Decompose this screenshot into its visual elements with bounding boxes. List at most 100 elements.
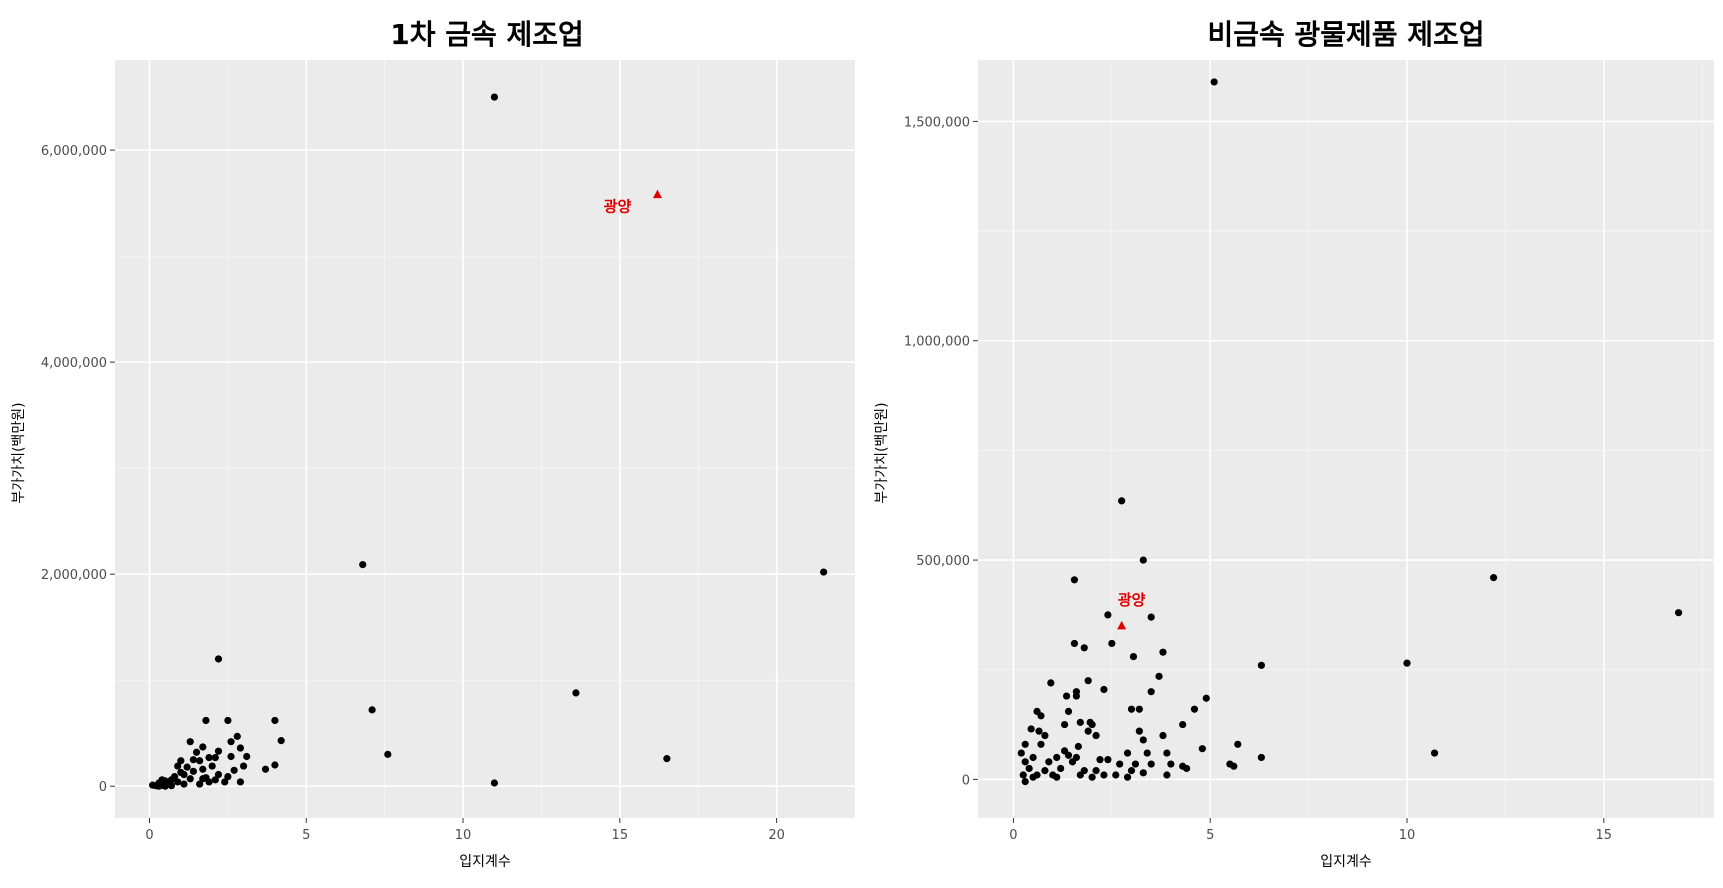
data-point xyxy=(1139,769,1147,777)
data-point xyxy=(174,778,182,786)
data-point xyxy=(189,767,197,775)
highlight-marker xyxy=(652,189,662,199)
data-point xyxy=(211,753,219,762)
data-point xyxy=(1070,639,1079,648)
data-point xyxy=(1100,771,1108,779)
x-tick-label: 0 xyxy=(145,828,153,843)
data-point xyxy=(227,752,235,761)
data-point xyxy=(490,779,499,787)
x-tick-label: 15 xyxy=(1596,828,1613,843)
data-point xyxy=(1674,609,1683,617)
data-point xyxy=(1123,749,1132,757)
data-point xyxy=(1104,611,1112,619)
chart-title: 비금속 광물제품 제조업 xyxy=(1207,18,1484,51)
x-tick-label: 15 xyxy=(612,828,629,843)
data-point xyxy=(1226,760,1234,768)
data-point xyxy=(1143,749,1151,757)
data-point xyxy=(199,775,207,783)
highlight-label: 광양 xyxy=(604,198,632,216)
y-tick-label: 4,000,000 xyxy=(41,356,107,371)
x-axis-label: 입지계수 xyxy=(1320,854,1372,870)
data-point xyxy=(1163,749,1171,757)
data-point xyxy=(186,775,194,783)
data-point xyxy=(1139,556,1147,564)
data-point xyxy=(1147,688,1155,696)
data-points xyxy=(149,93,828,790)
data-point xyxy=(1257,661,1265,669)
data-point xyxy=(1027,725,1035,733)
data-point xyxy=(1088,773,1096,781)
data-point xyxy=(1108,639,1116,648)
data-point xyxy=(214,655,223,663)
y-tick-label: 0 xyxy=(962,773,970,788)
data-point xyxy=(1017,749,1025,757)
data-point xyxy=(1041,731,1049,740)
data-point xyxy=(236,778,245,786)
data-point xyxy=(1202,694,1210,702)
data-point xyxy=(1139,736,1147,744)
chart-title: 1차 금속 제조업 xyxy=(390,18,584,51)
data-point xyxy=(189,756,197,764)
x-axis-label: 입지계수 xyxy=(459,854,511,870)
data-point xyxy=(1159,648,1167,656)
data-point xyxy=(1080,644,1088,652)
data-point xyxy=(359,561,367,569)
data-point xyxy=(1430,749,1439,757)
data-point xyxy=(271,761,279,769)
chart-panel-2: 비금속 광물제품 제조업 0 5 10 15 0 500,000 1,000,000 1,500… xyxy=(874,18,1714,870)
data-point xyxy=(1045,758,1053,766)
data-point xyxy=(196,780,204,788)
plot-background xyxy=(115,60,855,818)
y-tick-label: 6,000,000 xyxy=(41,144,107,159)
data-point xyxy=(1092,767,1100,775)
data-point xyxy=(1096,756,1104,764)
data-point xyxy=(1198,745,1206,753)
data-point xyxy=(1092,731,1100,740)
data-point xyxy=(243,752,251,761)
data-point xyxy=(1167,760,1175,768)
data-point xyxy=(221,778,229,786)
data-point xyxy=(1076,771,1084,779)
data-point xyxy=(202,716,210,725)
data-point xyxy=(1234,740,1242,748)
data-point xyxy=(1021,777,1029,786)
data-point xyxy=(158,776,166,784)
data-points xyxy=(1017,78,1683,786)
data-point xyxy=(1190,705,1199,713)
data-point xyxy=(368,706,376,714)
data-point xyxy=(1084,677,1092,685)
data-point xyxy=(1064,707,1073,716)
data-point xyxy=(1029,773,1037,781)
data-point xyxy=(1019,771,1027,779)
data-point xyxy=(239,762,248,770)
data-point xyxy=(1037,712,1045,720)
data-point xyxy=(1210,78,1218,86)
data-point xyxy=(155,782,163,790)
data-point xyxy=(1131,760,1140,768)
data-point xyxy=(1147,760,1155,768)
y-tick-label: 1,000,000 xyxy=(904,335,970,350)
y-axis-label: 부가가치(백만원) xyxy=(874,402,890,503)
highlight-marker xyxy=(1117,620,1127,630)
data-point xyxy=(1182,764,1191,773)
data-point xyxy=(1127,705,1136,713)
data-point xyxy=(214,770,223,779)
data-point xyxy=(1147,613,1155,621)
data-point xyxy=(1179,720,1187,729)
data-point xyxy=(277,737,285,745)
data-point xyxy=(177,757,185,765)
data-point xyxy=(180,780,188,788)
data-point xyxy=(1025,764,1033,773)
data-point xyxy=(663,755,671,763)
data-point xyxy=(1064,751,1073,759)
data-point xyxy=(224,716,232,725)
x-tick-label: 5 xyxy=(302,828,310,843)
data-point xyxy=(1104,756,1112,764)
data-point xyxy=(1159,731,1167,740)
data-point xyxy=(1135,705,1143,713)
y-tick-label: 2,000,000 xyxy=(41,568,107,583)
data-point xyxy=(261,765,270,773)
data-point xyxy=(230,766,238,774)
data-point xyxy=(1070,576,1079,584)
data-point xyxy=(167,782,176,790)
